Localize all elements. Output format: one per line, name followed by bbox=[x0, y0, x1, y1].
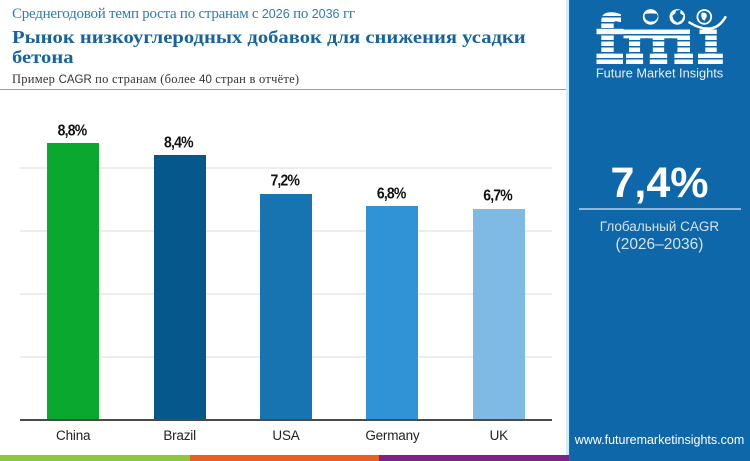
svg-text:Future Market Insights: Future Market Insights bbox=[596, 66, 723, 81]
